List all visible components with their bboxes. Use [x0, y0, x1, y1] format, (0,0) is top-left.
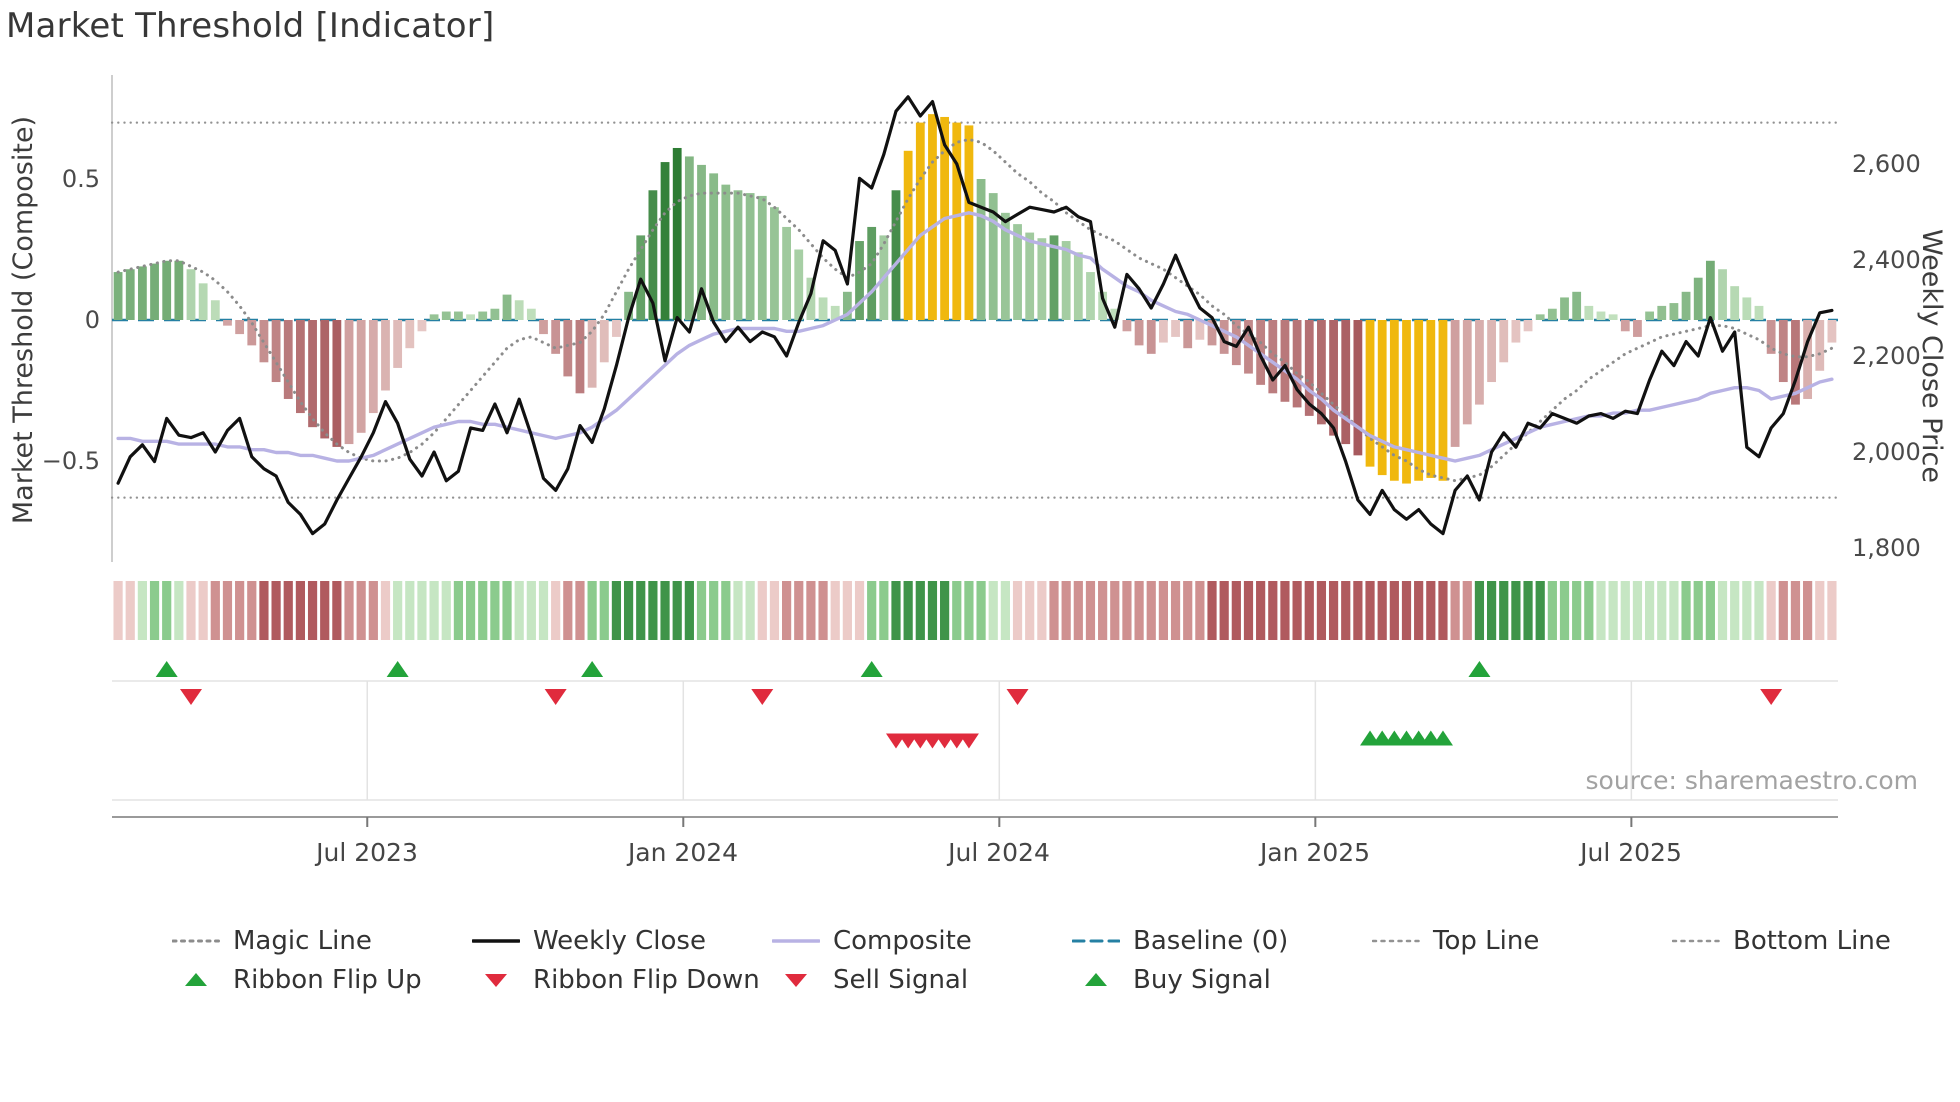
right-axis-tick-0: 2,600 — [1852, 150, 1921, 178]
ribbon-flip-up-icon — [185, 973, 207, 986]
legend-label-baseline: Baseline (0) — [1133, 926, 1289, 956]
legend-item-composite: Composite — [772, 926, 972, 956]
page-title: Market Threshold [Indicator] — [6, 6, 495, 46]
legend-label-ribbon-flip-down: Ribbon Flip Down — [533, 965, 760, 995]
sell-signal-icon — [785, 974, 807, 987]
legend-item-baseline: Baseline (0) — [1072, 926, 1288, 956]
magic-line-swatch — [172, 939, 220, 943]
legend-label-ribbon-flip-up: Ribbon Flip Up — [233, 965, 422, 995]
baseline-swatch — [1072, 939, 1120, 943]
legend-item-top-line: Top Line — [1372, 926, 1539, 956]
legend-item-weekly-close: Weekly Close — [472, 926, 706, 956]
legend-label-magic-line: Magic Line — [233, 926, 372, 956]
left-axis-tick-0: 0.5 — [61, 165, 100, 193]
x-axis-tick-0: Jul 2023 — [316, 838, 418, 867]
bottom-line-swatch — [1672, 939, 1720, 943]
legend-item-buy-signal: Buy Signal — [1072, 965, 1271, 995]
right-axis-label: Weekly Close Price — [1916, 228, 1947, 484]
ribbon-flip-down-icon — [485, 974, 507, 987]
legend-item-ribbon-flip-up: Ribbon Flip Up — [172, 965, 422, 995]
legend-label-composite: Composite — [833, 926, 972, 956]
source-credit: source: sharemaestro.com — [1585, 766, 1919, 795]
left-axis-tick-1: 0 — [84, 306, 100, 334]
right-axis-tick-1: 2,400 — [1852, 246, 1921, 274]
right-axis-tick-2: 2,200 — [1852, 342, 1921, 370]
right-axis-tick-3: 2,000 — [1852, 438, 1921, 466]
right-axis-tick-4: 1,800 — [1852, 534, 1921, 562]
composite-swatch — [772, 939, 820, 943]
legend-item-bottom-line: Bottom Line — [1672, 926, 1891, 956]
x-axis-tick-3: Jan 2025 — [1259, 838, 1371, 867]
buy-signal-icon — [1085, 973, 1107, 986]
legend-label-sell-signal: Sell Signal — [833, 965, 969, 995]
legend-item-sell-signal: Sell Signal — [772, 965, 968, 995]
legend-label-weekly-close: Weekly Close — [533, 926, 706, 956]
legend-label-top-line: Top Line — [1433, 926, 1540, 956]
top-line-swatch — [1372, 939, 1420, 943]
legend-item-magic-line: Magic Line — [172, 926, 372, 956]
left-axis-tick-2: −0.5 — [41, 447, 100, 475]
x-axis-tick-4: Jul 2025 — [1580, 838, 1682, 867]
weekly-close-swatch — [472, 939, 520, 943]
x-axis-tick-2: Jul 2024 — [948, 838, 1050, 867]
legend-label-buy-signal: Buy Signal — [1133, 965, 1271, 995]
x-axis-tick-1: Jan 2024 — [627, 838, 739, 867]
legend-item-ribbon-flip-down: Ribbon Flip Down — [472, 965, 760, 995]
legend-label-bottom-line: Bottom Line — [1733, 926, 1891, 956]
